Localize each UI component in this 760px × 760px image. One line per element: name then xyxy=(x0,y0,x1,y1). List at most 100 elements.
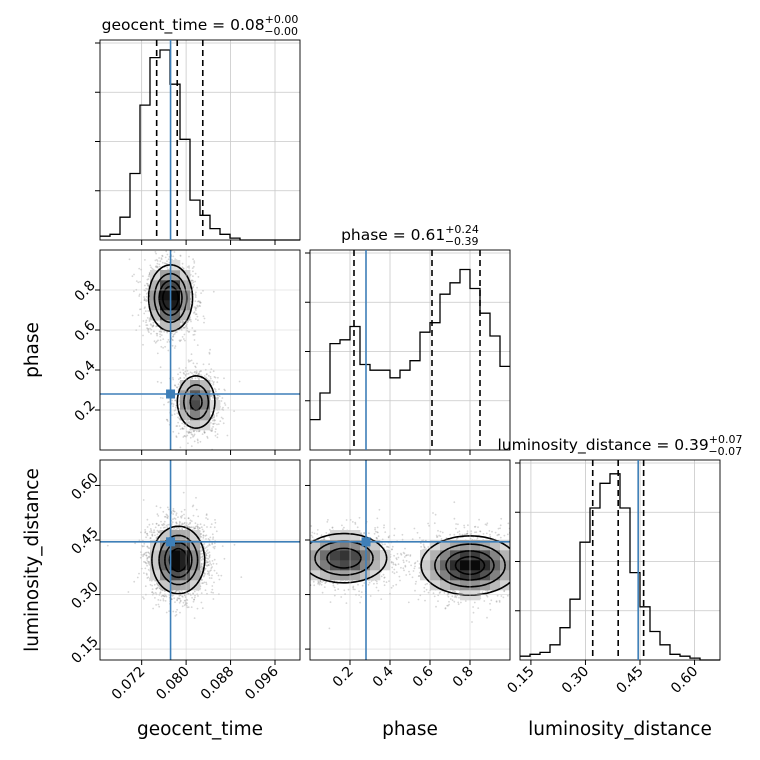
sample-point xyxy=(182,322,184,324)
sample-point xyxy=(179,611,181,614)
sample-point xyxy=(179,521,181,524)
sample-point xyxy=(205,377,208,380)
sample-point xyxy=(146,278,149,281)
sample-point xyxy=(152,325,154,328)
sample-point xyxy=(188,526,191,529)
sample-point xyxy=(212,416,215,419)
sample-point xyxy=(172,508,175,510)
sample-point xyxy=(160,258,163,261)
sample-point xyxy=(159,330,162,333)
sample-point xyxy=(181,595,184,597)
sample-point xyxy=(209,348,212,351)
sample-point xyxy=(171,594,174,597)
sample-point xyxy=(196,525,199,528)
sample-point xyxy=(179,340,182,343)
sample-point xyxy=(166,506,169,509)
sample-point xyxy=(199,301,202,304)
sample-point xyxy=(166,331,169,334)
sample-point xyxy=(142,320,145,322)
sample-point xyxy=(146,559,149,561)
sample-point xyxy=(192,275,194,278)
sample-point xyxy=(183,435,186,437)
sample-point xyxy=(144,561,147,564)
sample-point xyxy=(192,514,195,517)
sample-point xyxy=(205,376,207,379)
sample-point xyxy=(180,510,183,513)
sample-point xyxy=(176,386,178,389)
sample-point xyxy=(164,594,167,597)
sample-point xyxy=(190,445,193,448)
sample-point xyxy=(166,418,169,421)
sample-point xyxy=(139,281,142,283)
sample-point xyxy=(205,557,207,559)
sample-point xyxy=(141,545,144,548)
sample-point xyxy=(216,423,218,426)
hist-panel-phase xyxy=(305,249,511,451)
sample-point xyxy=(209,570,211,572)
sample-point xyxy=(158,605,161,608)
sample-point xyxy=(151,267,154,270)
sample-point xyxy=(147,328,150,330)
sample-point xyxy=(160,331,163,333)
sample-point xyxy=(163,595,166,598)
sample-point xyxy=(151,591,154,594)
sample-point xyxy=(146,282,148,285)
sample-point xyxy=(211,394,214,397)
sample-point xyxy=(163,520,166,523)
sample-point xyxy=(210,410,213,413)
sample-point xyxy=(194,280,197,283)
sample-point xyxy=(177,421,180,424)
sample-point xyxy=(144,530,147,533)
sample-point xyxy=(194,309,197,311)
sample-point xyxy=(143,296,146,298)
sample-point xyxy=(165,418,168,421)
sample-point xyxy=(166,517,169,519)
sample-point xyxy=(183,508,186,511)
sample-point xyxy=(192,258,195,261)
density-cell xyxy=(170,280,181,291)
sample-point xyxy=(175,521,178,524)
sample-point xyxy=(240,576,243,578)
sample-point xyxy=(154,591,157,594)
sample-point xyxy=(147,560,149,563)
sample-point xyxy=(181,320,184,322)
sample-point xyxy=(214,376,217,379)
sample-point xyxy=(179,446,182,449)
sample-point xyxy=(196,376,199,379)
sample-point xyxy=(211,588,214,591)
sample-point xyxy=(142,334,144,337)
sample-point xyxy=(210,569,212,571)
sample-point xyxy=(224,404,227,406)
sample-point xyxy=(144,284,146,287)
sample-point xyxy=(166,260,168,263)
sample-point xyxy=(158,330,161,333)
hist-panel-geocent_time xyxy=(95,39,301,241)
sample-point xyxy=(166,262,168,265)
histogram-step xyxy=(310,268,510,421)
sample-point xyxy=(179,600,182,603)
sample-point xyxy=(205,514,208,516)
sample-point xyxy=(178,339,181,342)
sample-point xyxy=(177,383,180,386)
sample-point xyxy=(167,515,169,518)
sample-point xyxy=(178,595,181,597)
sample-point xyxy=(140,531,142,534)
sample-point xyxy=(151,535,154,537)
sample-point xyxy=(159,260,162,262)
sample-point xyxy=(183,326,185,329)
sample-point xyxy=(208,543,211,546)
sample-point xyxy=(200,564,203,567)
sample-point xyxy=(213,542,216,545)
sample-point xyxy=(145,554,148,557)
sample-point xyxy=(144,529,147,531)
sample-point xyxy=(214,434,217,437)
sample-point xyxy=(210,591,213,594)
sample-point xyxy=(193,260,196,262)
sample-point xyxy=(196,438,199,441)
sample-point xyxy=(207,564,210,566)
sample-point xyxy=(154,526,157,529)
sample-point xyxy=(187,526,190,528)
sample-point xyxy=(157,584,159,586)
sample-point xyxy=(159,396,162,399)
